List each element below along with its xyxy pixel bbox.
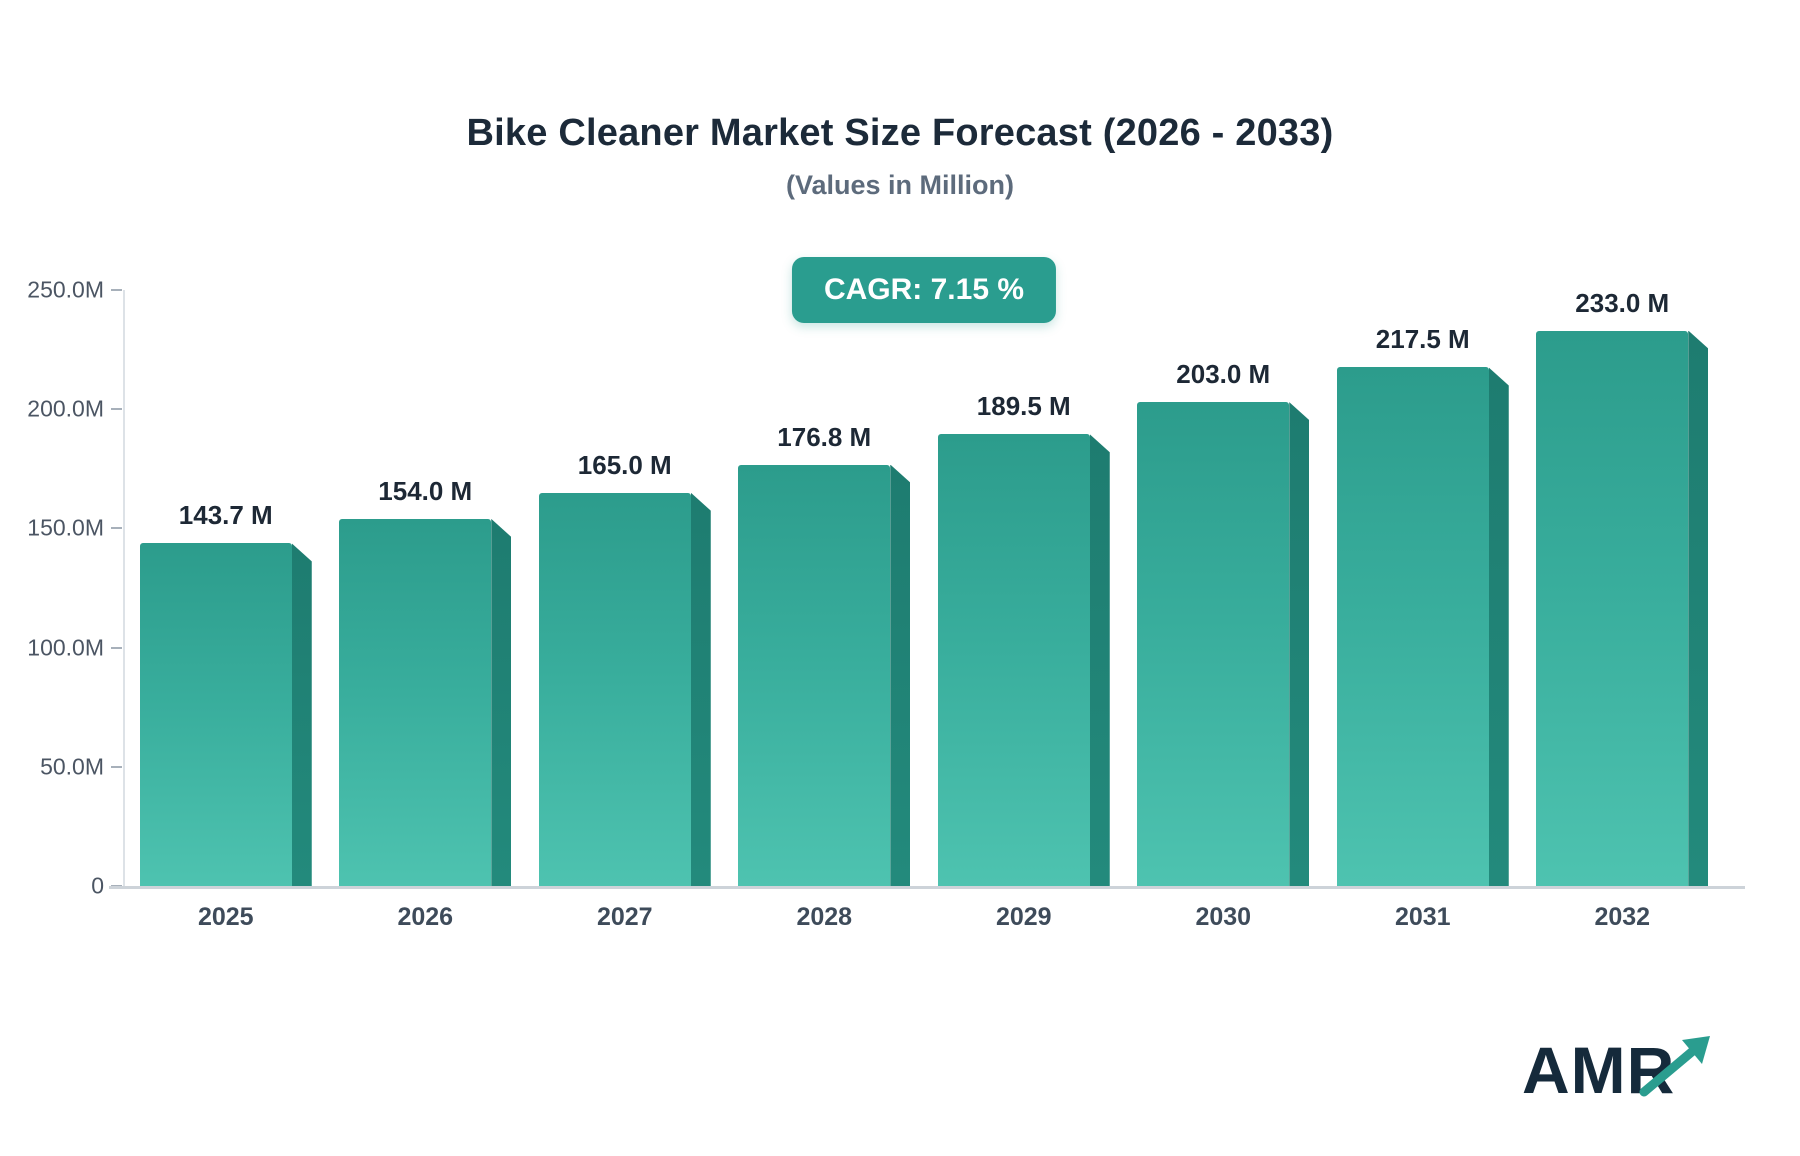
y-axis-tick-label: 100.0M	[27, 634, 104, 661]
x-axis-label-2025: 2025	[197, 903, 254, 931]
y-axis-line	[123, 290, 125, 889]
bar-front-face	[1336, 367, 1489, 886]
x-axis-label-2028: 2028	[796, 903, 853, 931]
bar-side-face	[890, 464, 911, 886]
bar-cell-2025: 143.7 M	[126, 290, 326, 886]
logo-arrow-icon	[1639, 1036, 1710, 1097]
y-axis: 250.0M 200.0M 150.0M 100.0M 50.0M 0	[0, 277, 122, 899]
bar-2029	[937, 434, 1110, 886]
y-axis-tick-label: 150.0M	[27, 514, 104, 541]
bar-side-face	[1089, 434, 1110, 886]
bar-2030	[1137, 402, 1310, 886]
amr-logo: AMR	[1522, 1030, 1722, 1120]
bar-side-face	[690, 492, 711, 886]
bar-2027	[538, 492, 711, 886]
amr-logo-text: AMR	[1522, 1033, 1676, 1107]
x-axis-line	[109, 886, 1745, 889]
y-axis-tick-label: 200.0M	[27, 395, 104, 422]
bar-value-label: 154.0 M	[378, 475, 473, 506]
bar-value-label: 217.5 M	[1375, 324, 1470, 355]
x-axis-label-2026: 2026	[397, 903, 454, 931]
bar-front-face	[538, 492, 691, 886]
bar-front-face	[139, 543, 292, 886]
x-axis-label-2027: 2027	[596, 903, 653, 931]
bar-front-face	[937, 434, 1090, 886]
bar-cell-2030: 203.0 M	[1124, 290, 1324, 886]
y-axis-tick-mark	[111, 527, 122, 530]
bar-2032	[1536, 330, 1709, 886]
bar-value-label: 143.7 M	[178, 500, 273, 531]
x-axis: 2025 2026 2027 2028 2029 2030 2031 2032	[126, 903, 1722, 932]
y-axis-tick-mark	[111, 408, 122, 411]
y-axis-tick-label: 250.0M	[27, 276, 104, 303]
bar-value-label: 233.0 M	[1575, 287, 1670, 318]
y-axis-tick-mark	[111, 765, 122, 768]
bar-cell-2026: 154.0 M	[326, 290, 526, 886]
bar-front-face	[339, 518, 492, 886]
bars: 143.7 M 154.0 M 165.0 M 176.8 M 189.5 M 203.0…	[126, 287, 1723, 886]
x-axis-label-2029: 2029	[995, 903, 1052, 931]
bar-cell-2031: 217.5 M	[1323, 290, 1523, 886]
bar-value-label: 189.5 M	[976, 391, 1071, 422]
chart-title: Bike Cleaner Market Size Forecast (2026 …	[466, 112, 1334, 154]
bar-cell-2027: 165.0 M	[525, 290, 725, 886]
bar-cell-2032: 233.0 M	[1523, 287, 1723, 886]
chart-subtitle: (Values in Million)	[785, 170, 1015, 200]
bar-2031	[1336, 367, 1509, 886]
x-axis-label-2030: 2030	[1195, 903, 1252, 931]
bar-value-label: 176.8 M	[777, 421, 872, 452]
bar-side-face	[291, 543, 312, 886]
bar-value-label: 165.0 M	[577, 449, 672, 480]
bar-front-face	[1536, 330, 1689, 886]
bar-cell-2028: 176.8 M	[725, 290, 925, 886]
y-axis-tick-mark	[111, 289, 122, 291]
bar-2028	[738, 464, 911, 886]
cagr-badge: CAGR: 7.15 %	[791, 257, 1057, 323]
bar-value-label: 203.0 M	[1176, 359, 1271, 390]
bar-cell-2029: 189.5 M	[924, 290, 1124, 886]
bar-front-face	[1137, 402, 1290, 886]
bar-side-face	[1289, 402, 1310, 886]
bar-front-face	[738, 464, 891, 886]
bar-2025	[139, 543, 312, 886]
bar-side-face	[1688, 330, 1709, 886]
bar-side-face	[491, 518, 512, 886]
y-axis-tick-mark	[111, 646, 122, 649]
x-axis-label-2032: 2032	[1594, 903, 1651, 931]
bar-2026	[339, 518, 512, 886]
y-axis-tick-label: 0	[91, 872, 104, 899]
bar-side-face	[1488, 367, 1509, 886]
y-axis-tick-label: 50.0M	[40, 753, 104, 780]
x-axis-label-2031: 2031	[1394, 903, 1451, 931]
